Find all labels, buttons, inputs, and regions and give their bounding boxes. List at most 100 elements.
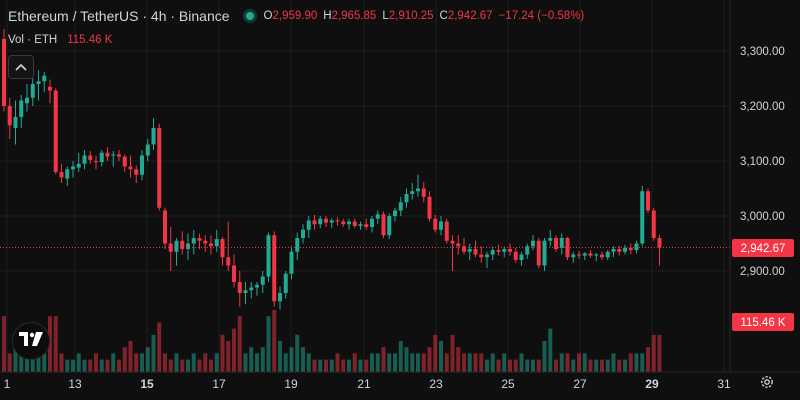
candle-body (209, 243, 213, 247)
price-tick: 3,200.00 (740, 101, 785, 113)
time-tick: 25 (501, 377, 515, 391)
volume-bar (191, 353, 196, 372)
volume-bar (456, 347, 461, 372)
volume-bar (134, 353, 139, 372)
candle-body (582, 253, 587, 256)
last-price-label: 2,942.67 (741, 243, 786, 255)
volume-bar (163, 353, 167, 372)
volume-bar (577, 353, 581, 372)
volume-bar (588, 359, 593, 372)
open-value: 2,959.90 (272, 10, 318, 22)
candle-body (19, 100, 24, 117)
candle-body (531, 240, 535, 247)
volume-bar (531, 359, 535, 372)
candle-body (398, 202, 403, 211)
candle-body (214, 239, 219, 247)
candle-body (76, 163, 81, 168)
volume-bar (88, 359, 93, 372)
candle-body (71, 166, 75, 170)
candle-body (634, 243, 639, 251)
candle-body (306, 220, 311, 230)
candle-body (289, 251, 294, 274)
candle-body (65, 169, 70, 179)
volume-bar (272, 310, 277, 372)
candle-body (30, 84, 35, 98)
volume-bar (502, 353, 507, 372)
volume-bar (111, 353, 116, 372)
close-value: 2,942.67 (447, 10, 493, 22)
candle-body (312, 220, 317, 225)
volume-bar (140, 353, 144, 372)
volume-bar (542, 341, 547, 372)
candle-body (249, 287, 254, 291)
candle-body (444, 221, 449, 241)
candle-body (393, 210, 397, 216)
tradingview-logo-icon (19, 331, 43, 351)
volume-bar (151, 334, 156, 372)
volume-bar (640, 353, 645, 372)
volume-bar (53, 316, 58, 372)
candle-body (594, 254, 599, 256)
candle-body (502, 249, 507, 252)
volume-label: Vol · ETH (8, 34, 58, 46)
volume-bar (99, 359, 104, 372)
volume-bar (404, 347, 409, 372)
volume-legend[interactable]: Vol · ETH 115.46 K (8, 34, 112, 46)
candle-body (628, 247, 633, 251)
candle-body (358, 224, 363, 226)
candle-body (375, 214, 380, 219)
tradingview-logo[interactable] (12, 322, 50, 360)
candle-body (364, 224, 369, 227)
candle-body (542, 240, 547, 266)
candle-body (473, 249, 478, 255)
candle-body (168, 243, 173, 252)
candle-body (151, 128, 156, 145)
volume-bar (433, 334, 438, 372)
volume-bar (197, 359, 202, 372)
candle-body (536, 240, 541, 266)
price-tick: 2,900.00 (740, 266, 785, 278)
volume-bar (651, 334, 656, 372)
volume-bar (2, 316, 6, 372)
candle-body (433, 218, 438, 230)
candle-body (490, 250, 495, 255)
price-tick: 3,100.00 (740, 156, 785, 168)
candle-body (467, 249, 472, 252)
volume-bar (180, 359, 185, 372)
volume-bar (122, 347, 127, 372)
candle-body (335, 220, 340, 222)
volume-bar (421, 353, 426, 372)
collapse-legend-button[interactable] (8, 55, 34, 79)
volume-bar (623, 359, 627, 372)
volume-bar (473, 353, 478, 372)
candle-body (651, 210, 656, 238)
volume-bar (582, 353, 587, 372)
volume-bar (398, 341, 403, 372)
symbol-title[interactable]: Ethereum / TetherUS · 4h · Binance (8, 8, 230, 24)
volume-bar (226, 341, 231, 372)
chart-settings-button[interactable] (758, 375, 776, 393)
candle-body (370, 218, 374, 227)
time-tick: 15 (140, 377, 154, 391)
candle-body (427, 196, 432, 219)
candle-body (559, 238, 564, 248)
volume-value: 115.46 K (67, 34, 113, 46)
volume-bar (168, 359, 173, 372)
price-tick: 3,300.00 (740, 46, 785, 58)
candle-body (232, 265, 236, 282)
volume-bars (2, 310, 662, 372)
volume-bar (611, 353, 616, 372)
volume-bar (439, 341, 443, 372)
volume-bar (525, 359, 530, 372)
volume-bar (513, 359, 518, 372)
volume-bar (554, 359, 558, 372)
volume-bar (485, 359, 489, 372)
candle-body (646, 191, 650, 211)
candle-body (554, 238, 558, 249)
candle-body (122, 156, 127, 167)
candle-body (571, 254, 576, 258)
candle-body (301, 229, 305, 238)
volume-bar (318, 359, 323, 372)
low-value: 2,910.25 (388, 10, 434, 22)
